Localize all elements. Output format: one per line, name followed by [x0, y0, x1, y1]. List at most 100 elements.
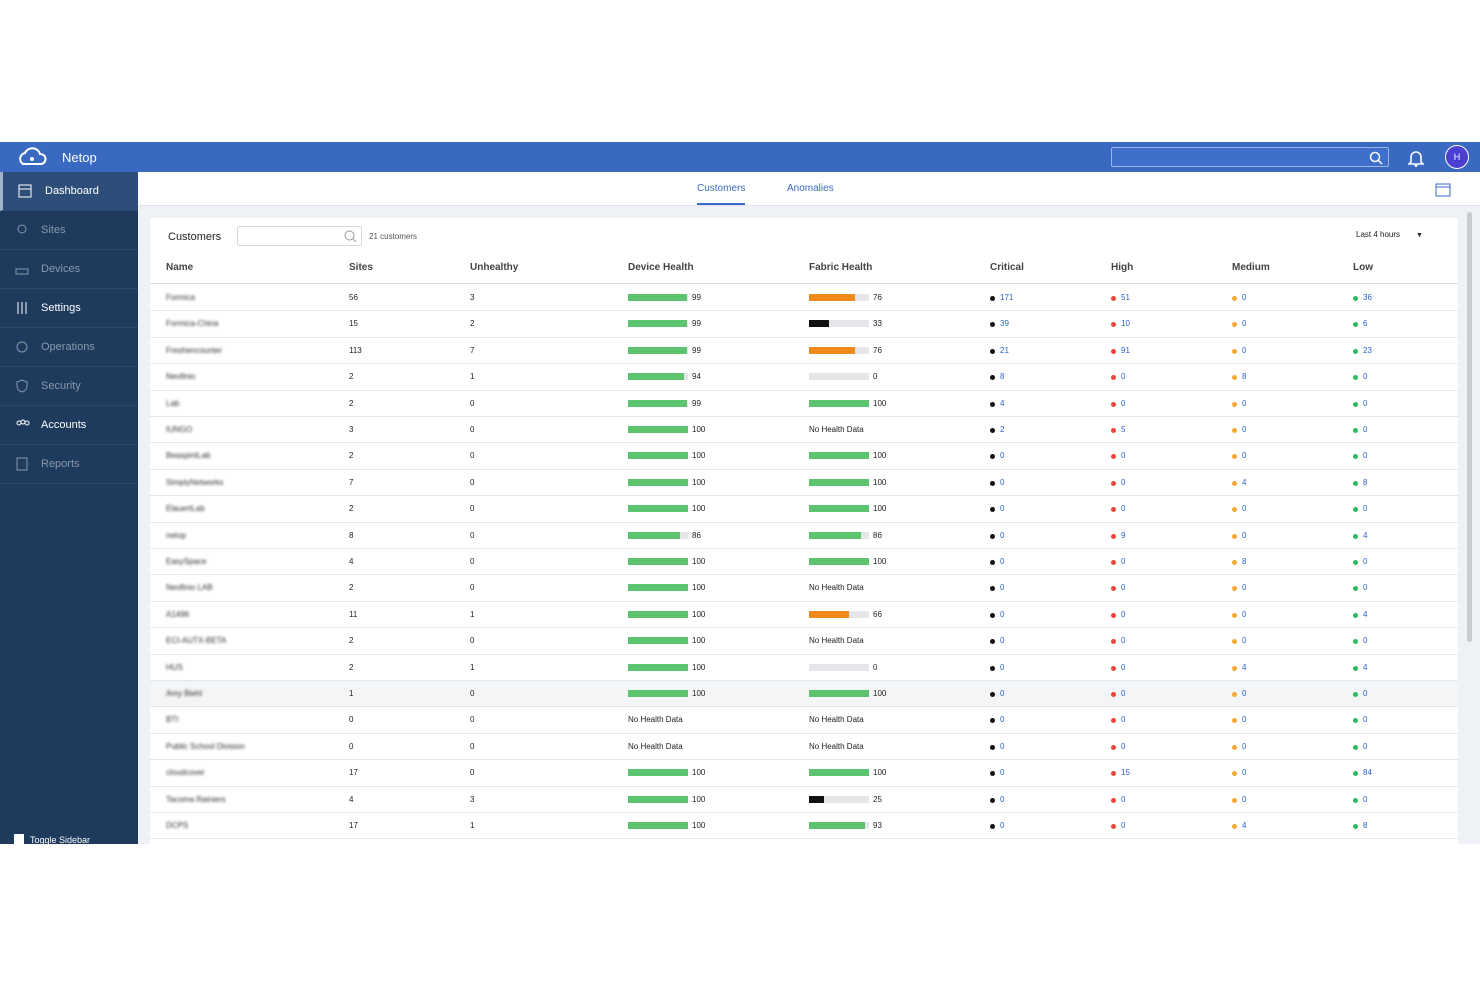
severity-count[interactable]: 171 — [1000, 293, 1014, 302]
export-icon[interactable] — [1435, 182, 1451, 198]
customer-name[interactable]: netop — [166, 530, 187, 540]
severity-count[interactable]: 51 — [1121, 293, 1130, 302]
avatar[interactable]: H — [1445, 145, 1469, 169]
customer-name[interactable]: A1496 — [166, 609, 190, 619]
severity-count[interactable]: 4 — [1363, 609, 1368, 619]
severity-count[interactable]: 0 — [1000, 557, 1005, 566]
severity-count[interactable]: 4 — [1242, 662, 1247, 672]
toggle-sidebar[interactable]: Toggle Sidebar — [14, 834, 90, 844]
severity-count[interactable]: 0 — [1121, 451, 1126, 461]
customer-name[interactable]: SimplyNetworks — [166, 477, 224, 487]
severity-count[interactable]: 15 — [1121, 768, 1130, 778]
severity-count[interactable]: 0 — [1121, 821, 1126, 830]
severity-count[interactable]: 0 — [1121, 372, 1126, 382]
tab[interactable]: Customers — [697, 183, 746, 205]
severity-count[interactable]: 0 — [1121, 557, 1126, 566]
nav-item[interactable]: Dashboard — [0, 172, 138, 211]
severity-count[interactable]: 0 — [1000, 768, 1005, 778]
severity-count[interactable]: 0 — [1363, 451, 1368, 461]
severity-count[interactable]: 0 — [1000, 794, 1005, 804]
customer-name[interactable]: Public School Division — [166, 741, 245, 751]
customer-name[interactable]: Neofinio LAB — [166, 583, 213, 593]
nav-item[interactable]: Accounts — [0, 406, 138, 445]
nav-item[interactable]: Devices — [0, 250, 138, 289]
severity-count[interactable]: 0 — [1242, 293, 1247, 302]
severity-count[interactable]: 21 — [1000, 345, 1009, 355]
severity-count[interactable]: 0 — [1242, 741, 1247, 751]
nav-item[interactable]: Sites — [0, 211, 138, 250]
severity-count[interactable]: 0 — [1363, 715, 1368, 725]
severity-count[interactable]: 0 — [1121, 662, 1126, 672]
scrollbar[interactable] — [1467, 212, 1472, 642]
severity-count[interactable]: 0 — [1363, 794, 1368, 804]
severity-count[interactable]: 4 — [1000, 398, 1005, 408]
customer-name[interactable]: ECI-AUTX-BETA — [166, 636, 227, 646]
customer-name[interactable]: Formica — [166, 293, 195, 302]
search[interactable] — [1111, 147, 1389, 167]
customer-name[interactable]: Freshencounter — [166, 345, 223, 355]
severity-count[interactable]: 6 — [1363, 319, 1368, 329]
customer-name[interactable]: ElauertLab — [166, 504, 205, 514]
severity-count[interactable]: 0 — [1121, 583, 1126, 593]
severity-count[interactable]: 0 — [1121, 689, 1126, 698]
severity-count[interactable]: 4 — [1363, 530, 1368, 540]
severity-count[interactable]: 0 — [1000, 821, 1005, 830]
customer-name[interactable]: BTI — [166, 715, 179, 725]
customer-name[interactable]: HUS — [166, 662, 183, 672]
customer-name[interactable]: Neofinio — [166, 372, 196, 382]
customer-name[interactable]: EasySpace — [166, 557, 207, 566]
severity-count[interactable]: 8 — [1242, 557, 1247, 566]
severity-count[interactable]: 0 — [1242, 425, 1247, 434]
severity-count[interactable]: 0 — [1000, 477, 1005, 487]
customer-name[interactable]: BeaspintLab — [166, 451, 211, 461]
severity-count[interactable]: 4 — [1363, 662, 1368, 672]
nav-item[interactable]: Settings — [0, 289, 138, 328]
severity-count[interactable]: 39 — [1000, 319, 1009, 329]
severity-count[interactable]: 0 — [1121, 504, 1126, 514]
severity-count[interactable]: 0 — [1121, 477, 1126, 487]
severity-count[interactable]: 0 — [1000, 662, 1005, 672]
severity-count[interactable]: 0 — [1242, 319, 1247, 329]
severity-count[interactable]: 0 — [1242, 609, 1247, 619]
severity-count[interactable]: 91 — [1121, 345, 1130, 355]
tab[interactable]: Anomalies — [787, 183, 834, 194]
severity-count[interactable]: 0 — [1363, 504, 1368, 514]
customer-name[interactable]: IUNGO — [166, 425, 193, 434]
severity-count[interactable]: 23 — [1363, 345, 1372, 355]
severity-count[interactable]: 4 — [1242, 477, 1247, 487]
severity-count[interactable]: 36 — [1363, 293, 1372, 302]
severity-count[interactable]: 0 — [1363, 398, 1368, 408]
severity-count[interactable]: 0 — [1000, 451, 1005, 461]
severity-count[interactable]: 0 — [1363, 689, 1368, 698]
severity-count[interactable]: 0 — [1363, 425, 1368, 434]
severity-count[interactable]: 0 — [1121, 715, 1126, 725]
severity-count[interactable]: 0 — [1000, 636, 1005, 646]
customer-name[interactable]: Formica-China — [166, 319, 219, 329]
severity-count[interactable]: 8 — [1000, 372, 1005, 382]
severity-count[interactable]: 0 — [1363, 741, 1368, 751]
severity-count[interactable]: 0 — [1242, 583, 1247, 593]
time-range[interactable]: Last 4 hours ▼ — [1356, 230, 1423, 239]
customer-name[interactable]: Amy Biehl — [166, 689, 203, 698]
severity-count[interactable]: 8 — [1242, 372, 1247, 382]
customer-name[interactable]: Lab — [166, 398, 180, 408]
severity-count[interactable]: 0 — [1363, 636, 1368, 646]
bell[interactable] — [1408, 149, 1424, 167]
severity-count[interactable]: 0 — [1242, 715, 1247, 725]
severity-count[interactable]: 0 — [1242, 636, 1247, 646]
severity-count[interactable]: 0 — [1242, 504, 1247, 514]
customer-name[interactable]: DCPS — [166, 821, 189, 830]
severity-count[interactable]: 0 — [1000, 504, 1005, 514]
nav-item[interactable]: Reports — [0, 445, 138, 484]
severity-count[interactable]: 10 — [1121, 319, 1130, 329]
severity-count[interactable]: 84 — [1363, 768, 1372, 778]
severity-count[interactable]: 0 — [1000, 741, 1005, 751]
nav-item[interactable]: Security — [0, 367, 138, 406]
customer-name[interactable]: cloudcover — [166, 768, 205, 778]
severity-count[interactable]: 0 — [1242, 794, 1247, 804]
severity-count[interactable]: 0 — [1000, 609, 1005, 619]
severity-count[interactable]: 4 — [1242, 821, 1247, 830]
severity-count[interactable]: 0 — [1000, 715, 1005, 725]
severity-count[interactable]: 0 — [1000, 530, 1005, 540]
severity-count[interactable]: 0 — [1121, 636, 1126, 646]
